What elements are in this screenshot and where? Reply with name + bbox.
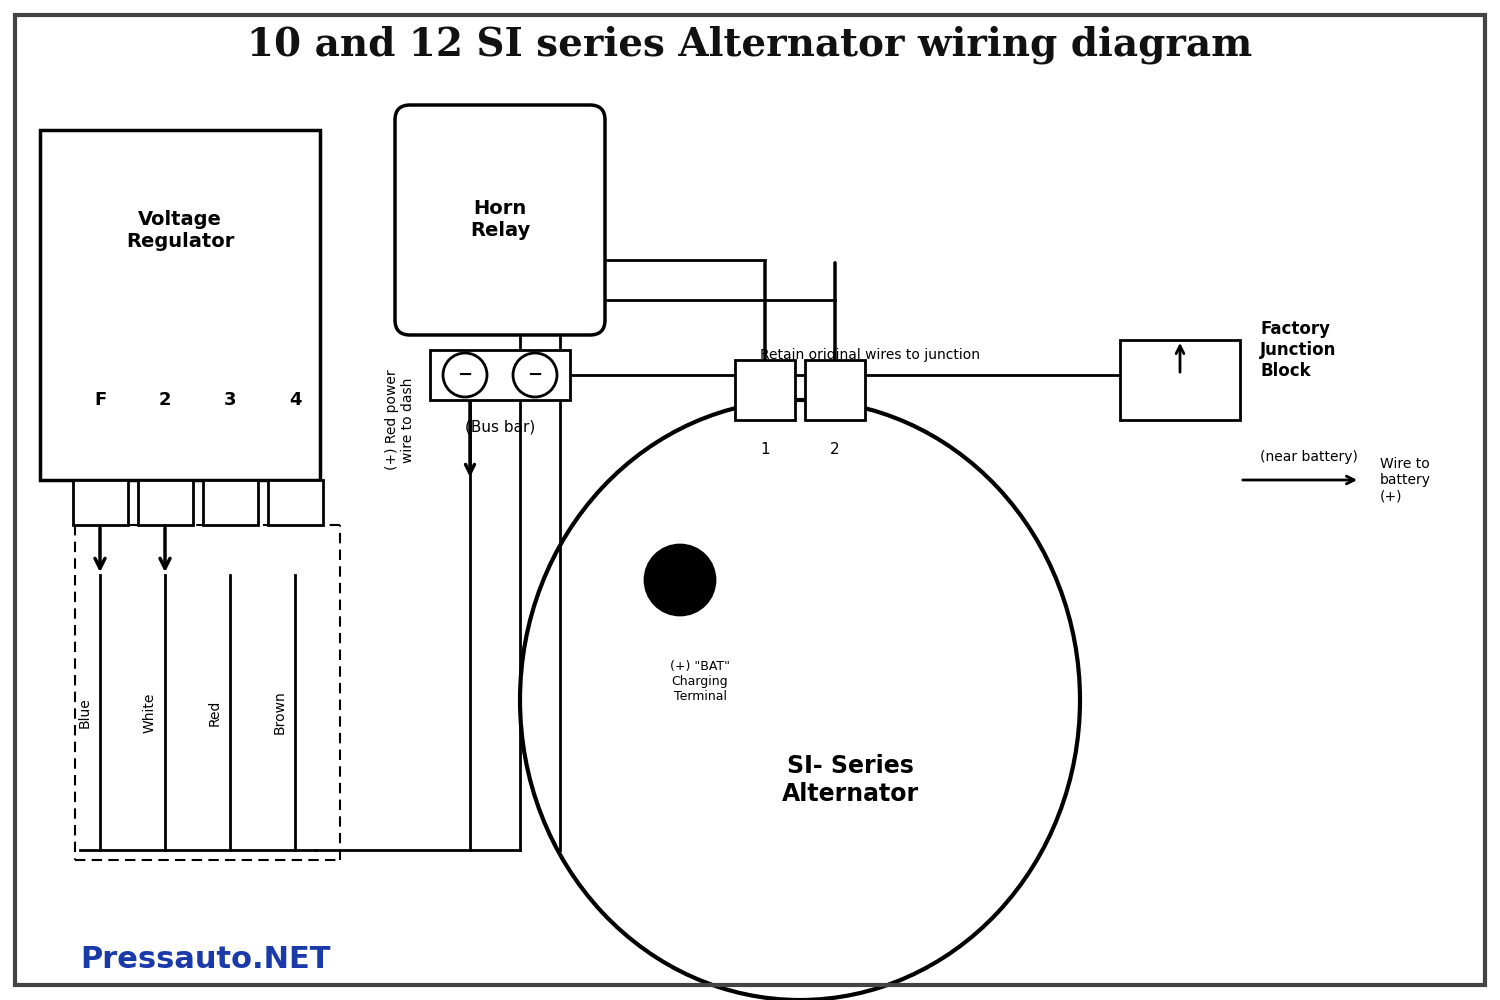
Text: Factory
Junction
Block: Factory Junction Block xyxy=(1260,320,1336,380)
FancyBboxPatch shape xyxy=(735,360,795,420)
Circle shape xyxy=(442,353,488,397)
Text: White: White xyxy=(142,692,158,733)
Text: 3: 3 xyxy=(224,391,237,409)
FancyBboxPatch shape xyxy=(806,360,865,420)
Text: (+) "BAT"
Charging
Terminal: (+) "BAT" Charging Terminal xyxy=(670,660,730,703)
Text: (Bus bar): (Bus bar) xyxy=(465,420,536,435)
FancyBboxPatch shape xyxy=(394,105,604,335)
Text: Red: Red xyxy=(209,699,222,726)
FancyBboxPatch shape xyxy=(138,480,192,525)
Circle shape xyxy=(513,353,556,397)
Text: 4: 4 xyxy=(288,391,302,409)
Text: Wire to
battery
(+): Wire to battery (+) xyxy=(1380,457,1431,503)
Text: SI- Series
Alternator: SI- Series Alternator xyxy=(782,754,918,806)
FancyBboxPatch shape xyxy=(1120,340,1240,420)
FancyBboxPatch shape xyxy=(40,130,320,480)
FancyBboxPatch shape xyxy=(267,480,322,525)
Text: 2: 2 xyxy=(159,391,171,409)
Text: Pressauto.NET: Pressauto.NET xyxy=(80,946,330,974)
Circle shape xyxy=(645,545,716,615)
Text: 10 and 12 SI series Alternator wiring diagram: 10 and 12 SI series Alternator wiring di… xyxy=(248,26,1252,64)
Text: Brown: Brown xyxy=(273,691,286,734)
FancyBboxPatch shape xyxy=(202,480,258,525)
Text: Retain original wires to junction: Retain original wires to junction xyxy=(760,348,980,362)
Text: F: F xyxy=(94,391,106,409)
Text: (near battery): (near battery) xyxy=(1260,450,1358,464)
Text: (+) Red power
wire to dash: (+) Red power wire to dash xyxy=(386,370,416,470)
Text: 1: 1 xyxy=(760,442,770,458)
Ellipse shape xyxy=(520,400,1080,1000)
FancyBboxPatch shape xyxy=(72,480,128,525)
Text: −: − xyxy=(528,366,543,384)
Text: −: − xyxy=(458,366,472,384)
FancyBboxPatch shape xyxy=(430,350,570,400)
Text: 2: 2 xyxy=(830,442,840,458)
Text: Horn
Relay: Horn Relay xyxy=(470,200,530,240)
Text: Voltage
Regulator: Voltage Regulator xyxy=(126,210,234,251)
Text: Blue: Blue xyxy=(78,697,92,728)
